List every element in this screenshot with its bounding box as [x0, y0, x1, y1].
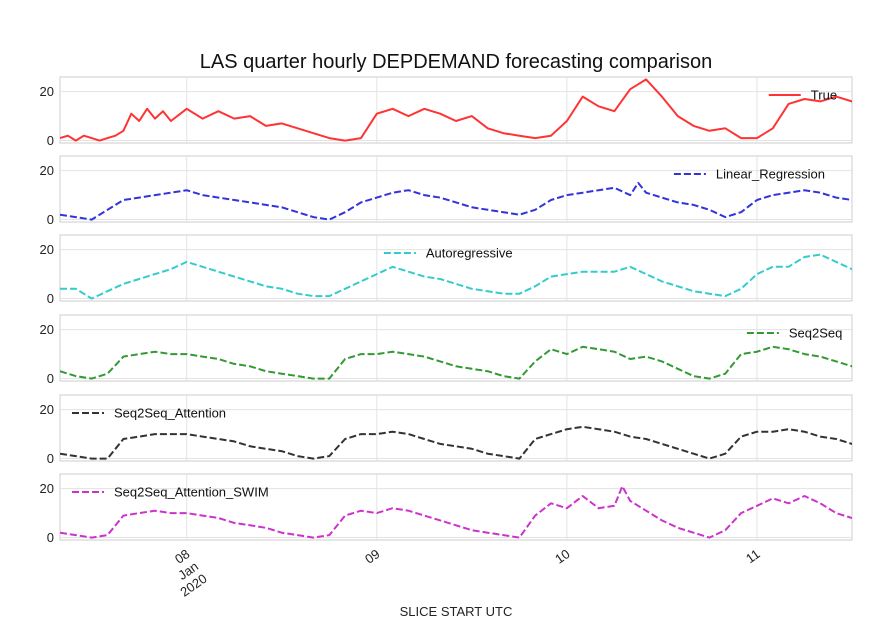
x-tick-label: 08Jan2020	[160, 546, 210, 599]
series-line-seq2seq-attention-swim	[60, 485, 852, 539]
y-tick-label: 20	[40, 322, 54, 337]
series-line-linear-regression	[60, 181, 852, 221]
panel-frame	[59, 234, 853, 302]
panel-2: 0 20 Linear_Regression	[40, 155, 853, 227]
panel-5: 0 20 Seq2Seq_Attention	[40, 394, 853, 466]
legend: True	[768, 88, 837, 103]
y-tick-label: 20	[40, 242, 54, 257]
y-tick-label: 0	[47, 451, 54, 466]
x-tick-label-line: 09	[362, 546, 382, 567]
chart-title: LAS quarter hourly DEPDEMAND forecasting…	[200, 51, 712, 73]
panel-frame	[59, 473, 853, 541]
panel-frame	[59, 314, 853, 382]
panel-frame	[59, 155, 853, 223]
legend: Seq2Seq_Attention	[72, 406, 226, 421]
series-line-seq2seq-attention	[60, 425, 852, 460]
y-tick-label: 0	[47, 133, 54, 148]
y-tick-label: 0	[47, 291, 54, 306]
x-tick-label: 11	[743, 546, 763, 566]
panel-stack: 0 20 True 0 20 Linear_Regression 0 20 Autoregres…	[40, 76, 853, 545]
legend: Linear_Regression	[673, 167, 825, 182]
series-line-true	[60, 78, 852, 142]
panel-frame	[59, 394, 853, 462]
series-line-seq2seq	[60, 345, 852, 380]
panel-frame	[59, 76, 853, 144]
legend: Seq2Seq	[746, 326, 843, 341]
x-tick-label-line: 10	[552, 546, 572, 567]
x-tick-label: 10	[552, 546, 572, 567]
legend: Seq2Seq_Attention_SWIM	[72, 485, 269, 500]
y-tick-label: 20	[40, 163, 54, 178]
x-tick-label-line: 08	[172, 546, 192, 567]
y-tick-label: 0	[47, 371, 54, 386]
y-tick-label: 0	[47, 530, 54, 545]
legend-label: Linear_Regression	[716, 167, 825, 182]
y-tick-label: 20	[40, 84, 54, 99]
legend-label: Seq2Seq_Attention	[114, 406, 226, 421]
legend-label: True	[811, 88, 837, 103]
panel-1: 0 20 True	[40, 76, 853, 148]
legend: Autoregressive	[383, 246, 513, 261]
panel-3: 0 20 Autoregressive	[40, 234, 853, 306]
series-line-autoregressive	[60, 253, 852, 300]
panel-4: 0 20 Seq2Seq	[40, 314, 853, 386]
y-tick-label: 0	[47, 212, 54, 227]
legend-label: Autoregressive	[426, 246, 513, 261]
panel-6: 0 20 Seq2Seq_Attention_SWIM	[40, 473, 853, 545]
legend-label: Seq2Seq	[789, 326, 843, 341]
x-axis-label: SLICE START UTC	[400, 604, 513, 619]
y-tick-label: 20	[40, 481, 54, 496]
y-tick-label: 20	[40, 402, 54, 417]
x-tick-label: 09	[362, 546, 382, 567]
legend-label: Seq2Seq_Attention_SWIM	[114, 485, 269, 500]
x-tick-label-line: 11	[743, 546, 763, 566]
x-axis-ticks: 08Jan2020 09 10 11	[160, 546, 763, 599]
